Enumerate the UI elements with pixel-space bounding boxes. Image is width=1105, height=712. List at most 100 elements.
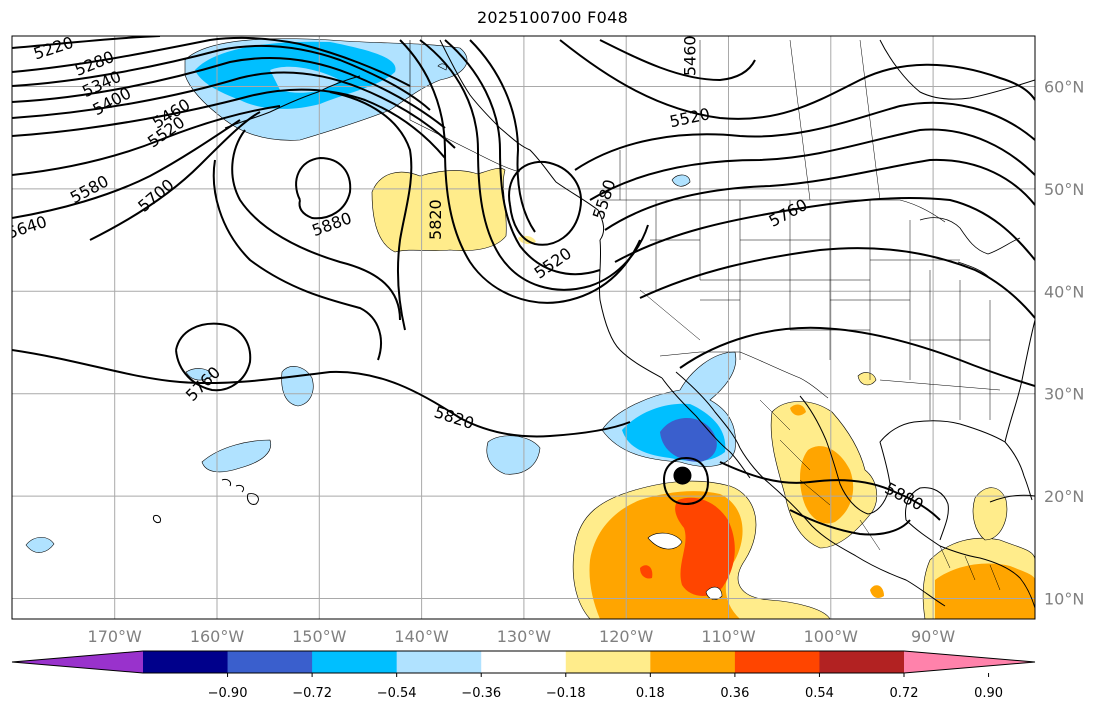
colorbar-tick-label: 0.36 — [720, 686, 749, 701]
colorbar-bin — [565, 651, 651, 673]
map-title: 2025100700 F048 — [476, 8, 629, 27]
coast-florida — [1004, 441, 1033, 501]
colorbar-bin — [650, 651, 736, 673]
colorbar-tick-label: −0.54 — [377, 686, 417, 701]
shade-small-4 — [671, 174, 691, 187]
shade-hawaii-west — [201, 439, 272, 473]
contour-5340 — [12, 44, 431, 111]
contour-trough-1 — [399, 39, 641, 304]
contour-trough-3 — [444, 39, 601, 276]
contour-label-5820: 5820 — [432, 402, 477, 433]
lon-label-160: 160°W — [190, 627, 245, 646]
colorbar-tick-label: −0.18 — [546, 686, 586, 701]
storm-center-marker — [673, 466, 692, 485]
contour-5880-low — [295, 156, 352, 220]
coast-us-east — [1004, 319, 1035, 443]
contour-label-text: 5760 — [766, 195, 811, 231]
shade-small-orange-1 — [790, 404, 806, 416]
colorbar-tick-label: 0.90 — [974, 686, 1003, 701]
lat-label-30: 30°N — [1044, 385, 1084, 404]
shade-small-yellow-2 — [857, 372, 877, 386]
contour-label-text: 5460 — [681, 35, 700, 76]
contour-label-text: 5580 — [589, 177, 620, 222]
colorbar-extend-low — [12, 651, 143, 673]
lat-label-50: 50°N — [1044, 180, 1084, 199]
contour-label-5820: 5820 — [426, 199, 445, 240]
contour-5400 — [12, 57, 446, 129]
contour-label-5700: 5700 — [134, 175, 177, 216]
contour-label-5880: 5880 — [882, 479, 927, 515]
colorbar-tick-label: −0.36 — [461, 686, 501, 701]
contour-label-text: 5580 — [67, 171, 112, 207]
coast-small-island — [153, 515, 161, 523]
lon-label-90: 90°W — [911, 627, 955, 646]
graticule — [12, 36, 1035, 619]
contour-cutoff — [508, 160, 582, 246]
border-us-mexico — [659, 351, 829, 399]
colorbar-tick-label: −0.72 — [292, 686, 332, 701]
colorbar-tick-label: −0.90 — [208, 686, 248, 701]
shade-small-red — [640, 565, 653, 579]
border-canada-provinces — [619, 39, 881, 201]
latitude-labels: 60°N 50°N 40°N 30°N 20°N 10°N — [1044, 78, 1084, 609]
contour-5700 — [89, 111, 261, 241]
contour-big-5820 — [12, 349, 631, 438]
coast-us-west — [598, 239, 663, 379]
shade-baja-dark-blue — [660, 417, 717, 462]
coast-cuba — [989, 494, 1035, 503]
contour-label-text: 5640 — [5, 212, 50, 243]
coast-hawaii — [221, 479, 259, 505]
lon-label-120: 120°W — [599, 627, 654, 646]
coast-gulf-california — [675, 371, 741, 449]
lon-label-150: 150°W — [292, 627, 347, 646]
contour-label-text: 5880 — [309, 208, 354, 240]
contour-mid-5 — [639, 247, 1035, 319]
shade-small-2 — [25, 537, 55, 553]
lat-label-20: 20°N — [1044, 487, 1084, 506]
map-frame — [11, 35, 1036, 620]
lat-label-40: 40°N — [1044, 282, 1084, 301]
colorbar-tick-label: 0.54 — [805, 686, 834, 701]
contour-label-5760: 5760 — [766, 195, 811, 231]
shade-mexico-pacific-red — [675, 497, 735, 596]
colorbar-bin — [143, 651, 229, 673]
contour-5760-hi — [175, 322, 252, 392]
coast-central-america — [905, 519, 1035, 609]
lon-label-170: 170°W — [88, 627, 143, 646]
colorbar: −0.90 −0.72 −0.54 −0.36 −0.18 0.18 0.36 0.54 0.7… — [11, 650, 1036, 701]
contour-label-5520: 5520 — [531, 244, 575, 283]
contour-5220 — [12, 36, 161, 49]
contour-mid-3 — [604, 158, 1035, 231]
coast-hudson — [879, 39, 1035, 100]
contour-label-text: 5220 — [31, 33, 76, 64]
contour-ridge-outer — [231, 129, 401, 321]
longitude-labels: 170°W 160°W 150°W 140°W 130°W 120°W 110°W 100°W… — [88, 627, 956, 646]
contour-5520-alaska — [12, 88, 446, 159]
contour-label-5580: 5580 — [67, 171, 112, 207]
shade-small-3 — [486, 435, 541, 475]
shade-hole-white-2 — [705, 586, 723, 600]
coast-yucatan — [905, 487, 949, 541]
contour-mid-1 — [574, 101, 1035, 171]
border-states — [639, 200, 1001, 420]
shade-hawaii-east — [281, 366, 314, 407]
colorbar-extend-high — [904, 651, 1035, 673]
border-central-america — [939, 545, 1001, 591]
contour-label-5880: 5880 — [309, 208, 354, 240]
shade-caribbean-yellow — [972, 487, 1008, 541]
coast-baja — [661, 377, 751, 479]
shade-small-orange-2 — [870, 585, 884, 598]
contour-trough-4 — [469, 39, 536, 233]
colorbar-outline — [11, 650, 1036, 674]
colorbar-tick-label: 0.72 — [890, 686, 919, 701]
contour-5580 — [12, 105, 281, 176]
border-canada-us — [600, 199, 946, 223]
contour-label-5460: 5460 — [681, 35, 700, 76]
border-mexico-states — [759, 399, 881, 551]
colorbar-bin — [481, 651, 567, 673]
contour-5880-south — [789, 509, 911, 536]
shade-central-america-orange — [935, 563, 1035, 619]
lon-label-100: 100°W — [804, 627, 859, 646]
contour-mid-2 — [589, 128, 1035, 201]
